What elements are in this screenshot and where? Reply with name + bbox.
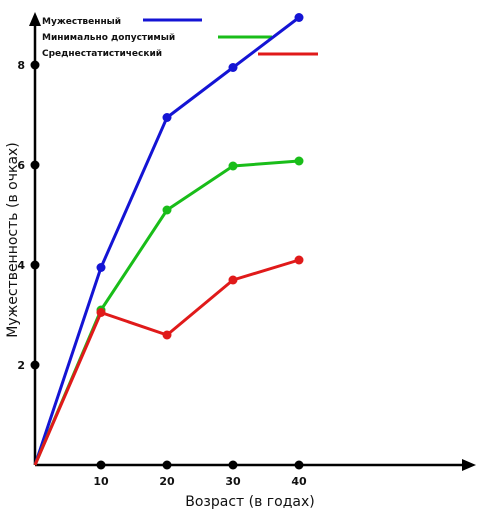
data-point (294, 156, 304, 166)
labels: Возраст (в годах) Мужественность (в очка… (5, 142, 315, 510)
y-tick-label: 6 (17, 159, 25, 172)
data-point (162, 205, 172, 215)
legend: Мужественный Минимально допустимый Среднес… (42, 17, 318, 59)
y-tick-label: 4 (17, 259, 25, 272)
x-tick-label: 40 (291, 475, 307, 488)
y-tick-dot (30, 360, 40, 370)
y-tick-dot (30, 160, 40, 170)
x-axis-title: Возраст (в годах) (185, 494, 314, 510)
legend-entry-label: Мужественный (42, 17, 121, 27)
y-tick-dot (30, 260, 40, 270)
y-axis-title: Мужественность (в очках) (5, 142, 21, 338)
series-line-3 (33, 258, 300, 466)
legend-entry-label: Минимально допустимый (42, 33, 175, 43)
x-tick-dot (96, 460, 106, 470)
data-point (96, 263, 106, 272)
x-tick-label: 10 (93, 475, 109, 488)
data-point (294, 13, 304, 22)
data-point (294, 255, 304, 265)
axes: 10 20 30 40 2 4 6 8 (17, 12, 476, 488)
x-tick-label: 20 (159, 475, 175, 488)
x-tick-label: 30 (225, 475, 241, 488)
legend-entry-label: Среднестатистический (42, 49, 162, 59)
y-tick-label: 8 (17, 59, 25, 72)
x-tick-dot (228, 460, 238, 470)
data-point (162, 330, 172, 340)
x-tick-dot (162, 460, 172, 470)
data-point (162, 113, 172, 122)
series-line-1 (33, 16, 300, 466)
data-point (96, 308, 106, 317)
data-point (228, 161, 238, 171)
data-point (228, 63, 238, 72)
y-tick-label: 2 (17, 359, 25, 372)
series-points (96, 13, 304, 340)
x-axis-arrow (462, 459, 476, 471)
y-tick-dot (30, 60, 40, 70)
x-tick-dot (294, 460, 304, 470)
y-axis-arrow (29, 12, 41, 26)
data-point (228, 275, 238, 285)
series-lines (33, 16, 300, 466)
